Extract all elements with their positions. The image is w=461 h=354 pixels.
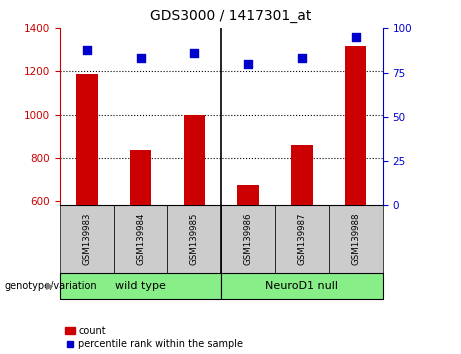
Bar <box>221 273 383 299</box>
Text: NeuroD1 null: NeuroD1 null <box>266 281 338 291</box>
Bar <box>60 205 114 273</box>
Bar <box>60 273 221 299</box>
Bar <box>130 150 151 205</box>
Text: GSM139986: GSM139986 <box>244 213 253 265</box>
Bar <box>291 145 313 205</box>
Point <box>298 56 306 61</box>
Bar <box>221 205 275 273</box>
Point <box>191 50 198 56</box>
Bar <box>275 205 329 273</box>
Text: GSM139988: GSM139988 <box>351 213 360 265</box>
Bar <box>237 185 259 205</box>
Bar <box>183 115 205 205</box>
Bar <box>167 205 221 273</box>
Text: GSM139985: GSM139985 <box>190 213 199 265</box>
Legend: count, percentile rank within the sample: count, percentile rank within the sample <box>65 326 243 349</box>
Text: ▶: ▶ <box>46 281 53 291</box>
Point <box>137 56 144 61</box>
Text: GSM139987: GSM139987 <box>297 213 307 265</box>
Text: GDS3000 / 1417301_at: GDS3000 / 1417301_at <box>150 9 311 23</box>
Bar <box>114 205 167 273</box>
Point <box>244 61 252 67</box>
Text: GSM139984: GSM139984 <box>136 213 145 265</box>
Bar <box>345 46 366 205</box>
Point <box>352 34 360 40</box>
Text: wild type: wild type <box>115 281 166 291</box>
Bar <box>329 205 383 273</box>
Point <box>83 47 90 52</box>
Text: genotype/variation: genotype/variation <box>5 281 97 291</box>
Text: GSM139983: GSM139983 <box>83 213 91 265</box>
Bar <box>76 74 98 205</box>
